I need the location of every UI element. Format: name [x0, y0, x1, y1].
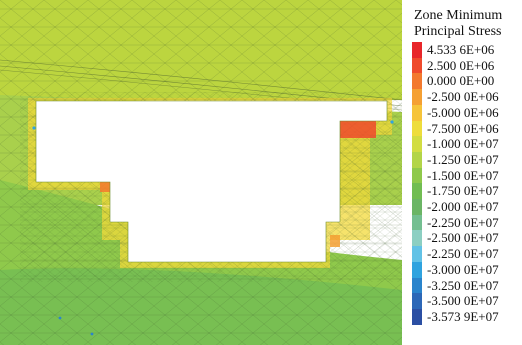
legend-entry: -2.250 0E+07 — [412, 214, 499, 231]
legend-entry: -3.573 9E+07 — [412, 308, 499, 325]
legend-label: 2.500 0E+06 — [427, 57, 495, 73]
low-stress-point — [90, 332, 94, 336]
legend-title-line1: Zone Minimum — [414, 8, 503, 23]
legend-swatch — [412, 136, 422, 153]
legend-swatch — [412, 104, 422, 121]
legend-label: -7.500 0E+06 — [427, 120, 499, 136]
legend-label: 0.000 0E+00 — [427, 73, 495, 89]
legend-entry: -2.500 0E+06 — [412, 89, 499, 106]
low-stress-point — [58, 316, 62, 320]
contour-svg — [0, 0, 402, 345]
legend-swatch — [412, 277, 422, 294]
legend-title-line2: Principal Stress — [414, 24, 502, 39]
legend-label: -5.000 0E+06 — [427, 104, 499, 120]
legend-swatch — [412, 73, 422, 90]
legend-label: 4.533 6E+06 — [427, 42, 495, 57]
legend-entry: -2.500 0E+07 — [412, 230, 499, 247]
legend-label: -3.500 0E+07 — [427, 293, 499, 309]
legend-entry: 0.000 0E+00 — [412, 73, 495, 90]
legend-label: -2.250 0E+07 — [427, 214, 499, 230]
legend-swatch — [412, 89, 422, 106]
legend-entry: -3.500 0E+07 — [412, 293, 499, 310]
legend-swatch — [412, 230, 422, 247]
legend-swatch — [412, 308, 422, 325]
legend-swatch — [412, 214, 422, 231]
legend-label: -2.500 0E+07 — [427, 230, 499, 246]
legend-label: -3.573 9E+07 — [427, 308, 499, 324]
legend-label: -2.250 0E+07 — [427, 246, 499, 262]
legend-label: -1.750 0E+07 — [427, 183, 499, 199]
legend-label: -2.000 0E+07 — [427, 199, 499, 214]
legend-swatch — [412, 120, 422, 137]
legend-entry: -1.250 0E+07 — [412, 151, 499, 168]
legend-label: -1.500 0E+07 — [427, 167, 499, 183]
legend-entry: -2.250 0E+07 — [412, 246, 499, 263]
legend-title: Zone Minimum Principal Stress — [414, 8, 502, 40]
peak-stress-spot — [330, 235, 340, 247]
legend-entry: -3.250 0E+07 — [412, 277, 499, 294]
legend-entry: -1.000 0E+07 — [412, 136, 499, 153]
legend-label: -3.000 0E+07 — [427, 261, 499, 277]
legend-entry: -1.750 0E+07 — [412, 183, 499, 200]
legend-label: -1.250 0E+07 — [427, 151, 499, 167]
legend-swatch — [412, 199, 422, 215]
legend-swatch — [412, 246, 422, 263]
legend-label: -2.500 0E+06 — [427, 89, 499, 105]
stress-contour-plot — [0, 0, 402, 345]
low-stress-point — [390, 120, 394, 124]
legend-swatch — [412, 167, 422, 184]
legend-swatch — [412, 293, 422, 310]
peak-stress-spot — [340, 118, 376, 138]
legend-swatch — [412, 57, 422, 74]
excavation-opening — [35, 100, 388, 263]
low-stress-point — [32, 126, 36, 130]
legend-entry: -1.500 0E+07 — [412, 167, 499, 184]
legend-entry: -3.000 0E+07 — [412, 261, 499, 278]
legend-entry: -5.000 0E+06 — [412, 104, 499, 121]
legend-label: -1.000 0E+07 — [427, 136, 499, 152]
legend-swatch — [412, 183, 422, 200]
legend-entry: 4.533 6E+06 — [412, 42, 494, 58]
legend-entry: -7.500 0E+06 — [412, 120, 499, 137]
legend-swatch — [412, 151, 422, 168]
legend-entry: 2.500 0E+06 — [412, 57, 495, 74]
legend-entry: -2.000 0E+07 — [412, 199, 499, 215]
legend-label: -3.250 0E+07 — [427, 277, 499, 293]
legend-swatch — [412, 42, 422, 58]
color-legend: Zone Minimum Principal Stress 4.533 6E+0… — [402, 0, 522, 345]
legend-swatch — [412, 261, 422, 278]
